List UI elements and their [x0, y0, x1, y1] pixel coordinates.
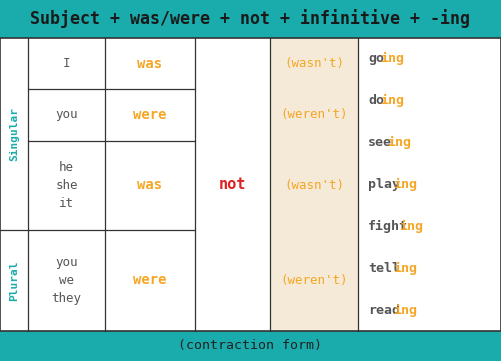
Text: see: see	[368, 136, 392, 149]
Text: (contraction form): (contraction form)	[178, 339, 323, 352]
Text: ing: ing	[387, 136, 411, 149]
Text: read: read	[368, 304, 400, 317]
Text: Singular: Singular	[9, 107, 19, 161]
Text: you: you	[55, 108, 78, 121]
Text: do: do	[368, 94, 384, 107]
Text: Subject + was/were + not + infinitive + -ing: Subject + was/were + not + infinitive + …	[31, 9, 470, 29]
Text: ing: ing	[381, 94, 405, 107]
Text: tell: tell	[368, 262, 400, 275]
Text: play: play	[368, 178, 400, 191]
Bar	[0, 331, 501, 361]
Text: ing: ing	[393, 304, 417, 317]
Text: he
she
it: he she it	[55, 161, 78, 210]
Text: (wasn't): (wasn't)	[284, 57, 344, 70]
Text: fight: fight	[368, 220, 408, 233]
Text: not: not	[219, 177, 246, 192]
Text: ing: ing	[393, 262, 417, 275]
Text: you
we
they: you we they	[52, 256, 82, 305]
Text: was: was	[137, 57, 162, 71]
Text: ing: ing	[393, 178, 417, 191]
Bar	[0, 0, 501, 38]
Text: (weren't): (weren't)	[280, 108, 348, 121]
Text: were: were	[133, 273, 167, 287]
Bar	[270, 38, 358, 331]
Text: (wasn't): (wasn't)	[284, 179, 344, 192]
Text: Plural: Plural	[9, 260, 19, 301]
Text: ing: ing	[399, 220, 423, 233]
Text: (weren't): (weren't)	[280, 274, 348, 287]
Text: go: go	[368, 52, 384, 65]
Text: ing: ing	[381, 52, 405, 65]
Text: I: I	[63, 57, 70, 70]
Text: were: were	[133, 108, 167, 122]
Bar	[0, 38, 501, 331]
Bar	[0, 38, 501, 331]
Text: was: was	[137, 178, 162, 192]
